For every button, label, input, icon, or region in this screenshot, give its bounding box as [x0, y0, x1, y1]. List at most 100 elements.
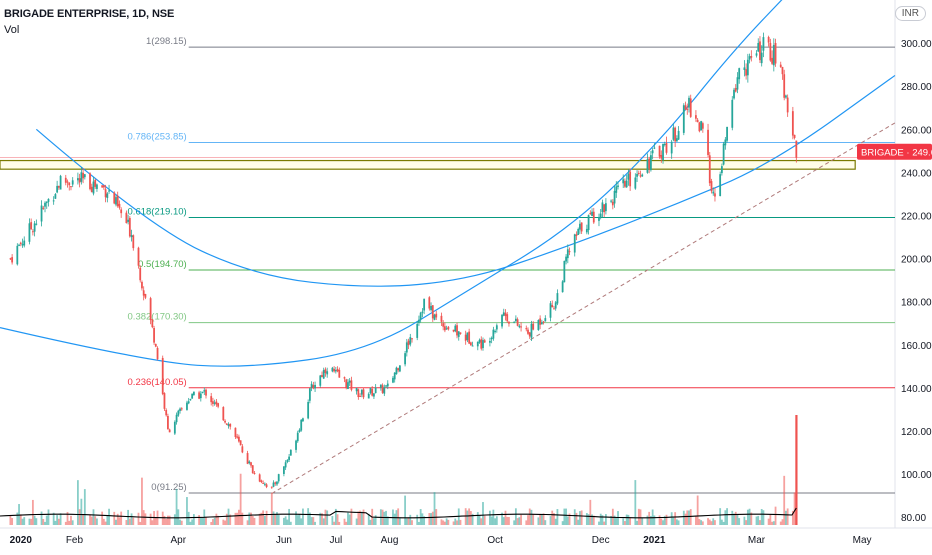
candle-body [289, 449, 292, 456]
candle-body [18, 244, 20, 246]
volume-bar [359, 510, 361, 525]
volume-bar [527, 515, 529, 525]
candle-body [66, 181, 69, 183]
volume-bar [442, 520, 445, 525]
volume-bar [236, 512, 239, 525]
volume-bar [469, 511, 472, 525]
volume-bar [662, 520, 664, 525]
volume-bar [710, 521, 713, 525]
candle-body [385, 385, 387, 387]
volume-bar [35, 518, 38, 525]
volume-bar [319, 512, 322, 525]
volume-bar [141, 477, 143, 525]
candle-body [471, 345, 474, 347]
volume-bar [731, 510, 734, 525]
candle-body [205, 389, 207, 396]
candle-body [601, 202, 604, 213]
volume-bar [125, 520, 128, 525]
volume-bar [736, 514, 739, 525]
candle-body [464, 334, 467, 341]
candle-body [404, 353, 406, 365]
volume-bar [786, 508, 789, 525]
volume-bar [296, 515, 299, 525]
candle-body [416, 323, 419, 338]
volume-bar [367, 513, 370, 525]
volume-bar [759, 520, 761, 525]
volume-bar [59, 513, 62, 525]
volume-bar [544, 520, 547, 525]
candle-body [326, 371, 329, 375]
volume-bar [482, 502, 484, 525]
candle-body [695, 115, 697, 119]
volume-spike-bar [795, 415, 798, 525]
volume-bar [624, 521, 626, 525]
candle-body [314, 384, 316, 389]
volume-bar [506, 516, 509, 525]
candle-body [769, 42, 772, 61]
candle-body [452, 329, 455, 332]
candle-body [710, 181, 713, 192]
volume-bar [528, 508, 531, 525]
x-tick-label: Dec [592, 535, 610, 546]
volume-bar [689, 509, 692, 525]
volume-bar [592, 515, 595, 525]
candle-body [454, 325, 457, 332]
candle-body [648, 158, 651, 169]
volume-bar [324, 509, 327, 525]
candle-body [783, 74, 786, 98]
candle-body [298, 429, 301, 432]
candle-body [745, 69, 748, 76]
candle-body [92, 181, 95, 194]
volume-bar [580, 510, 583, 525]
candle-body [688, 97, 690, 108]
candle-body [393, 372, 396, 380]
candle-body [663, 143, 666, 145]
candle-body [459, 332, 462, 334]
candle-body [203, 390, 206, 392]
candle-body [544, 318, 547, 322]
volume-bar [308, 512, 311, 525]
volume-bar [696, 495, 699, 525]
candle-body [675, 138, 678, 142]
volume-bar [222, 519, 225, 525]
volume-indicator-label[interactable]: Vol [4, 24, 20, 36]
volume-bar [321, 513, 323, 525]
fib-level-label: 1(298.15) [146, 36, 187, 47]
candle-body [35, 223, 38, 225]
candle-body [104, 189, 107, 198]
volume-bar [386, 516, 389, 525]
volume-bar [530, 509, 533, 525]
currency-badge[interactable]: INR [894, 6, 926, 21]
candle-body [239, 440, 242, 446]
volume-bar [56, 515, 59, 525]
volume-bar [270, 492, 273, 525]
volume-bar [44, 521, 46, 525]
candle-body [719, 174, 722, 197]
symbol-title[interactable]: BRIGADE ENTERPRISE, 1D, NSE [4, 8, 175, 20]
y-tick-label: 300.00 [901, 39, 932, 50]
candle-body [556, 293, 559, 304]
volume-bar [180, 520, 183, 525]
x-tick-label: Jul [329, 535, 342, 546]
volume-bar [314, 521, 316, 525]
candle-body [333, 368, 336, 372]
candle-body [312, 385, 315, 389]
volume-bar [212, 519, 214, 525]
volume-bar [565, 508, 567, 525]
candle-body [696, 119, 699, 123]
candle-body [532, 323, 535, 330]
volume-bar [9, 515, 12, 525]
candle-body [165, 409, 168, 416]
volume-bar [456, 520, 458, 525]
candle-body [398, 365, 401, 372]
candle-body [345, 379, 348, 388]
volume-bar [83, 489, 86, 525]
volume-bar [615, 517, 618, 525]
candle-body [736, 77, 739, 90]
candle-body [433, 314, 436, 320]
volume-bar [452, 521, 455, 525]
volume-bar [660, 518, 663, 525]
volume-bar [539, 514, 542, 525]
